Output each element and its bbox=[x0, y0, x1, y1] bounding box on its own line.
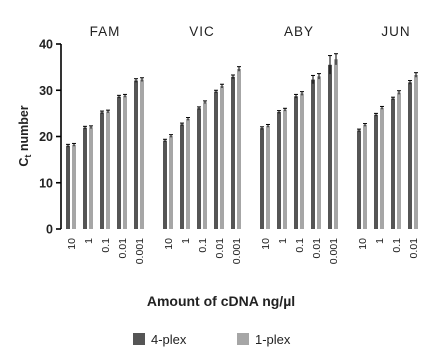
x-tick-label-aby-0.01: 0.01 bbox=[311, 238, 323, 259]
bar-jun-1-plex-1 bbox=[380, 107, 384, 229]
x-tick-label-fam-0.001: 0.001 bbox=[134, 238, 146, 264]
bar-vic-4-plex-0.001 bbox=[231, 76, 235, 230]
x-tick-label-fam-0.1: 0.1 bbox=[100, 238, 112, 253]
x-tick-label-fam-1: 1 bbox=[83, 238, 95, 244]
x-tick-label-jun-10: 10 bbox=[357, 238, 369, 250]
bar-fam-4-plex-10 bbox=[66, 145, 70, 229]
x-tick-labels: 10 1 0.1 0.01 0.001 10 1 0.1 0.01 0.001 10 1 0.1 0.01… bbox=[66, 238, 420, 264]
bar-vic-4-plex-10 bbox=[163, 140, 167, 229]
bar-jun-1-plex-0.1 bbox=[397, 92, 401, 229]
legend-swatch-1-plex bbox=[237, 333, 249, 345]
bar-jun-4-plex-1 bbox=[374, 114, 378, 229]
bar-jun-1-plex-10 bbox=[363, 124, 367, 229]
bar-jun-4-plex-0.1 bbox=[391, 98, 395, 229]
bar-aby-4-plex-10 bbox=[260, 128, 264, 229]
legend-label-4-plex: 4-plex bbox=[151, 332, 187, 347]
x-tick-label-aby-10: 10 bbox=[260, 238, 272, 250]
error-bars bbox=[66, 53, 418, 148]
bar-aby-1-plex-0.01 bbox=[317, 76, 321, 229]
bar-fam-4-plex-0.1 bbox=[100, 112, 104, 229]
bar-fam-1-plex-1 bbox=[89, 127, 93, 229]
bar-aby-1-plex-1 bbox=[283, 109, 287, 229]
x-tick-label-fam-0.01: 0.01 bbox=[117, 238, 129, 259]
bar-jun-1-plex-0.01 bbox=[414, 74, 418, 229]
legend-swatch-4-plex bbox=[133, 333, 145, 345]
x-tick-label-aby-0.001: 0.001 bbox=[328, 238, 340, 264]
bar-vic-4-plex-1 bbox=[180, 124, 184, 229]
bar-vic-1-plex-0.01 bbox=[220, 86, 224, 230]
bar-aby-1-plex-10 bbox=[266, 125, 270, 229]
x-tick-label-vic-0.1: 0.1 bbox=[197, 238, 209, 253]
bar-aby-1-plex-0.1 bbox=[300, 93, 304, 229]
bar-vic-1-plex-10 bbox=[169, 136, 173, 229]
x-tick-label-vic-0.001: 0.001 bbox=[231, 238, 243, 264]
bar-jun-4-plex-10 bbox=[357, 130, 361, 229]
legend: 4-plex 1-plex bbox=[133, 332, 291, 347]
bar-fam-1-plex-0.1 bbox=[106, 111, 110, 229]
bar-fam-4-plex-0.01 bbox=[117, 96, 121, 229]
y-axis-label-main: C bbox=[17, 158, 31, 167]
x-tick-label-aby-0.1: 0.1 bbox=[294, 238, 306, 253]
x-tick-label-jun-1: 1 bbox=[374, 238, 386, 244]
bar-fam-1-plex-0.01 bbox=[123, 95, 127, 229]
bar-fam-4-plex-0.001 bbox=[134, 80, 138, 229]
x-tick-label-jun-0.01: 0.01 bbox=[408, 238, 420, 259]
bar-vic-4-plex-0.01 bbox=[214, 91, 218, 229]
panel-label-vic: VIC bbox=[189, 24, 215, 39]
panel-label-jun: JUN bbox=[381, 24, 410, 39]
x-tick-label-vic-0.01: 0.01 bbox=[214, 238, 226, 259]
y-axis-label: Ct number bbox=[17, 105, 33, 166]
y-tick-label-20: 20 bbox=[39, 130, 53, 144]
bar-fam-4-plex-1 bbox=[83, 127, 87, 229]
x-tick-label-fam-10: 10 bbox=[66, 238, 78, 250]
bar-aby-4-plex-1 bbox=[277, 111, 281, 229]
panel-label-fam: FAM bbox=[90, 24, 121, 39]
y-tick-label-0: 0 bbox=[46, 223, 53, 237]
bar-vic-4-plex-0.1 bbox=[197, 108, 201, 229]
y-tick-label-10: 10 bbox=[39, 176, 53, 190]
bar-aby-4-plex-0.1 bbox=[294, 96, 298, 229]
panel-labels: FAM VIC ABY JUN bbox=[90, 24, 410, 39]
x-tick-label-vic-1: 1 bbox=[180, 238, 192, 244]
bar-vic-1-plex-1 bbox=[186, 118, 190, 229]
bar-aby-1-plex-0.001 bbox=[334, 59, 338, 230]
x-tick-label-vic-10: 10 bbox=[163, 238, 175, 250]
bar-aby-4-plex-0.001 bbox=[328, 64, 332, 229]
bar-aby-4-plex-0.01 bbox=[311, 79, 315, 229]
y-tick-label-40: 40 bbox=[39, 38, 53, 52]
bar-vic-1-plex-0.1 bbox=[203, 102, 207, 229]
y-axis-label-sub: t bbox=[23, 155, 33, 158]
y-axis-label-rest: number bbox=[17, 105, 31, 154]
x-tick-label-jun-0.1: 0.1 bbox=[391, 238, 403, 253]
bar-jun-4-plex-0.01 bbox=[408, 82, 412, 229]
bar-vic-1-plex-0.001 bbox=[237, 68, 241, 229]
y-tick-label-30: 30 bbox=[39, 84, 53, 98]
legend-label-1-plex: 1-plex bbox=[255, 332, 291, 347]
panel-label-aby: ABY bbox=[284, 24, 314, 39]
bar-fam-1-plex-10 bbox=[72, 144, 76, 229]
x-axis-label: Amount of cDNA ng/µl bbox=[147, 293, 295, 309]
x-tick-label-aby-1: 1 bbox=[277, 238, 289, 244]
bar-fam-1-plex-0.001 bbox=[140, 79, 144, 229]
bars bbox=[66, 59, 418, 230]
y-axis: 0 10 20 30 40 bbox=[39, 38, 62, 237]
